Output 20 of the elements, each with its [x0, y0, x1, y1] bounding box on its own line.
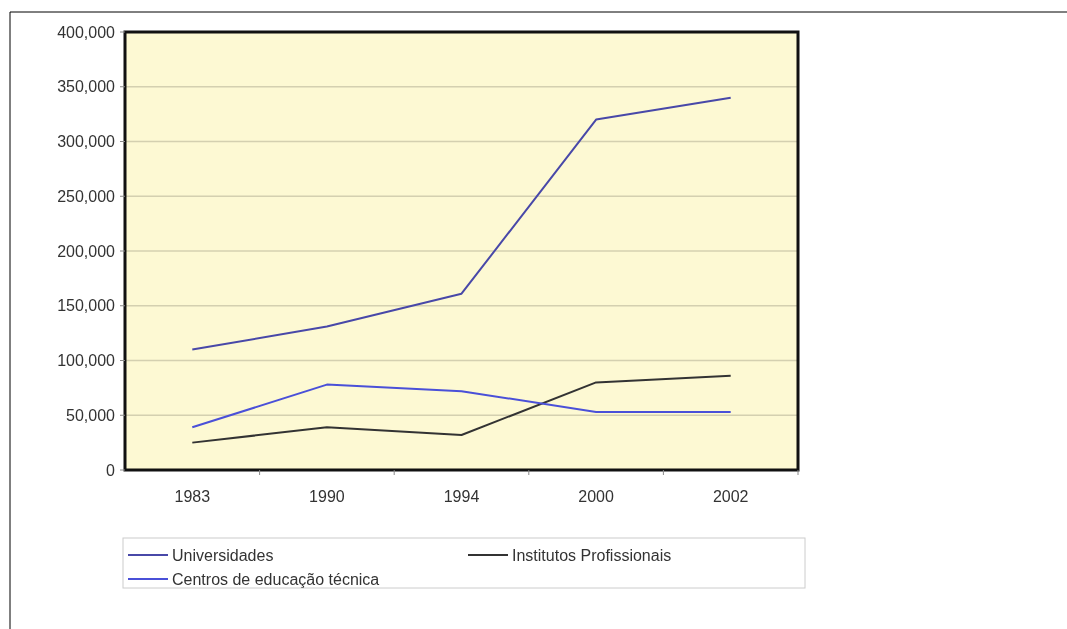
y-tick-label: 200,000 [57, 242, 116, 260]
x-tick-label: 2000 [578, 488, 614, 505]
legend-label: Universidades [172, 547, 274, 564]
y-tick-label: 350,000 [57, 78, 116, 96]
x-tick-label: 1994 [443, 488, 480, 505]
y-tick-label: 250,000 [57, 187, 116, 205]
line-series [191, 96, 732, 351]
legend-label: Institutos Profissionais [512, 547, 672, 564]
x-tick-label: 1990 [309, 488, 345, 505]
y-tick-label: 100,000 [57, 352, 116, 370]
y-tick-label: 50,000 [66, 406, 116, 424]
y-tick-label: 0 [106, 461, 116, 479]
y-tick-label: 150,000 [57, 297, 116, 315]
line-series [191, 383, 732, 429]
y-tick-label: 300,000 [57, 133, 116, 151]
x-tick-label: 2002 [712, 488, 749, 505]
x-tick-label: 1983 [174, 488, 211, 505]
line-series [191, 374, 732, 444]
y-tick-label: 400,000 [57, 23, 116, 41]
legend-label: Centros de educação técnica [172, 571, 380, 588]
